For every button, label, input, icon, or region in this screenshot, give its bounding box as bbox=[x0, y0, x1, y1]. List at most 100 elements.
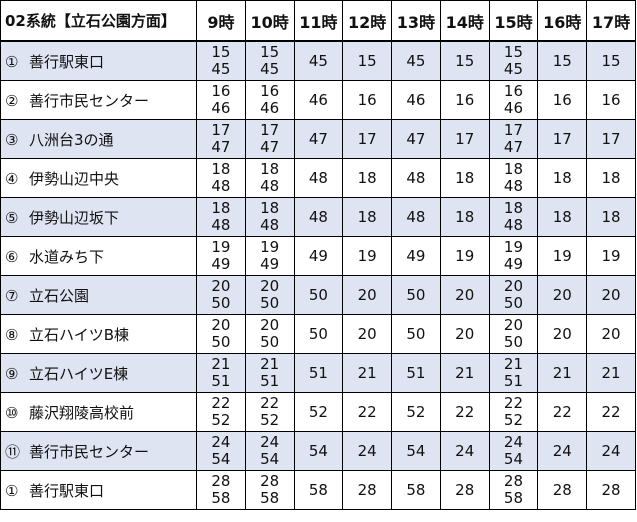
departure-minute: 20 bbox=[260, 316, 280, 334]
departure-minute: 49 bbox=[308, 246, 328, 265]
departure-minute: 58 bbox=[211, 489, 231, 507]
departure-minute: 46 bbox=[503, 99, 524, 117]
departure-minute: 58 bbox=[308, 480, 328, 499]
departure-minute: 15 bbox=[260, 43, 280, 61]
departure-minute: 21 bbox=[552, 363, 572, 382]
departure-cell: 21 bbox=[342, 353, 393, 393]
departure-minute: 21 bbox=[357, 363, 377, 382]
stop-number: ⑥ bbox=[5, 247, 19, 266]
departure-cell: 48 bbox=[391, 158, 441, 198]
departure-minute: 18 bbox=[503, 199, 524, 217]
stop-cell: ⑩ 藤沢翔陵高校前 bbox=[0, 392, 197, 432]
departure-minute: 18 bbox=[260, 199, 280, 217]
departure-cell: 16 bbox=[342, 80, 393, 120]
departure-minute: 24 bbox=[357, 441, 377, 460]
departure-cell: 24 bbox=[342, 431, 393, 471]
departure-minute: 50 bbox=[260, 294, 280, 312]
departure-cell: 54 bbox=[391, 431, 441, 471]
departure-minute: 48 bbox=[503, 216, 524, 234]
departure-cell: 50 bbox=[293, 314, 344, 354]
stop-name: 立石ハイツB棟 bbox=[29, 325, 129, 344]
departure-cell: 17 bbox=[439, 119, 490, 159]
stop-name: 善行市民センター bbox=[29, 91, 150, 110]
departure-minute: 45 bbox=[406, 51, 426, 70]
departure-cell: 20 50 bbox=[196, 275, 246, 315]
departure-cell: 18 bbox=[342, 197, 393, 237]
departure-minute: 20 bbox=[455, 324, 475, 343]
departure-minute: 50 bbox=[260, 333, 280, 351]
stop-number: ① bbox=[5, 481, 19, 500]
departure-cell: 51 bbox=[391, 353, 441, 393]
departure-minute: 15 bbox=[211, 43, 231, 61]
stop-name: 伊勢山辺坂下 bbox=[29, 208, 120, 227]
hour-header: 10時 bbox=[244, 0, 295, 42]
departure-minute: 48 bbox=[308, 207, 328, 226]
departure-minute: 18 bbox=[503, 160, 524, 178]
departure-minute: 48 bbox=[308, 168, 328, 187]
stop-row: ② 善行市民センター 16 46 16 46 46 16 46 16 16 46 16 16 bbox=[0, 80, 636, 120]
departure-cell: 50 bbox=[391, 275, 441, 315]
departure-minute: 16 bbox=[455, 90, 475, 109]
departure-cell: 19 49 bbox=[196, 236, 246, 276]
departure-cell: 58 bbox=[293, 470, 344, 510]
departure-cell: 49 bbox=[391, 236, 441, 276]
departure-cell: 18 bbox=[586, 197, 636, 237]
stop-cell: ⑥ 水道みち下 bbox=[0, 236, 197, 276]
departure-minute: 22 bbox=[503, 394, 524, 412]
departure-cell: 16 46 bbox=[244, 80, 295, 120]
departure-minute: 18 bbox=[552, 168, 572, 187]
departure-minute: 21 bbox=[260, 355, 280, 373]
departure-minute: 17 bbox=[601, 129, 621, 148]
departure-minute: 28 bbox=[552, 480, 572, 499]
header-row: 02系統【立石公園方面】 9時 10時 11時 12時 13時 14時 15時 16時 17時 bbox=[0, 0, 636, 42]
stop-cell: ② 善行市民センター bbox=[0, 80, 197, 120]
stop-cell: ③ 八洲台3の通 bbox=[0, 119, 197, 159]
stop-row: ① 善行駅東口 15 45 15 45 45 15 45 15 15 45 15 15 bbox=[0, 40, 636, 81]
stop-number: ① bbox=[5, 52, 19, 71]
departure-minute: 46 bbox=[211, 99, 231, 117]
departure-minute: 48 bbox=[211, 216, 231, 234]
departure-minute: 16 bbox=[601, 90, 621, 109]
departure-cell: 18 48 bbox=[244, 158, 295, 198]
stop-name: 八洲台3の通 bbox=[29, 130, 114, 149]
departure-cell: 19 49 bbox=[244, 236, 295, 276]
departure-minute: 50 bbox=[503, 333, 524, 351]
departure-minute: 51 bbox=[308, 363, 328, 382]
departure-minute: 22 bbox=[211, 394, 231, 412]
departure-minute: 54 bbox=[211, 450, 231, 468]
departure-cell: 20 50 bbox=[488, 314, 539, 354]
departure-minute: 19 bbox=[357, 246, 377, 265]
stop-cell: ① 善行駅東口 bbox=[0, 470, 197, 510]
stop-number: ⑩ bbox=[5, 403, 19, 422]
stop-number: ⑤ bbox=[5, 208, 19, 227]
departure-minute: 45 bbox=[503, 60, 524, 78]
stop-name: 善行駅東口 bbox=[29, 481, 105, 500]
departure-minute: 20 bbox=[260, 277, 280, 295]
stop-name: 伊勢山辺中央 bbox=[29, 169, 120, 188]
departure-minute: 19 bbox=[552, 246, 572, 265]
departure-minute: 17 bbox=[357, 129, 377, 148]
departure-minute: 17 bbox=[552, 129, 572, 148]
departure-minute: 16 bbox=[260, 82, 280, 100]
departure-minute: 18 bbox=[455, 168, 475, 187]
departure-cell: 18 bbox=[439, 197, 490, 237]
departure-minute: 28 bbox=[260, 472, 280, 490]
departure-cell: 15 bbox=[537, 40, 588, 81]
departure-minute: 16 bbox=[211, 82, 231, 100]
departure-minute: 47 bbox=[406, 129, 426, 148]
departure-cell: 20 50 bbox=[244, 314, 295, 354]
departure-cell: 22 bbox=[586, 392, 636, 432]
departure-cell: 21 51 bbox=[244, 353, 295, 393]
departure-minute: 48 bbox=[406, 168, 426, 187]
departure-cell: 17 bbox=[537, 119, 588, 159]
departure-minute: 16 bbox=[357, 90, 377, 109]
departure-minute: 50 bbox=[406, 285, 426, 304]
stop-row: ⑦ 立石公園 20 50 20 50 50 20 50 20 20 50 20 20 bbox=[0, 275, 636, 315]
departure-minute: 46 bbox=[406, 90, 426, 109]
departure-minute: 51 bbox=[406, 363, 426, 382]
departure-minute: 50 bbox=[308, 285, 328, 304]
departure-cell: 24 bbox=[586, 431, 636, 471]
departure-minute: 24 bbox=[503, 433, 524, 451]
departure-minute: 19 bbox=[260, 238, 280, 256]
departure-minute: 46 bbox=[260, 99, 280, 117]
